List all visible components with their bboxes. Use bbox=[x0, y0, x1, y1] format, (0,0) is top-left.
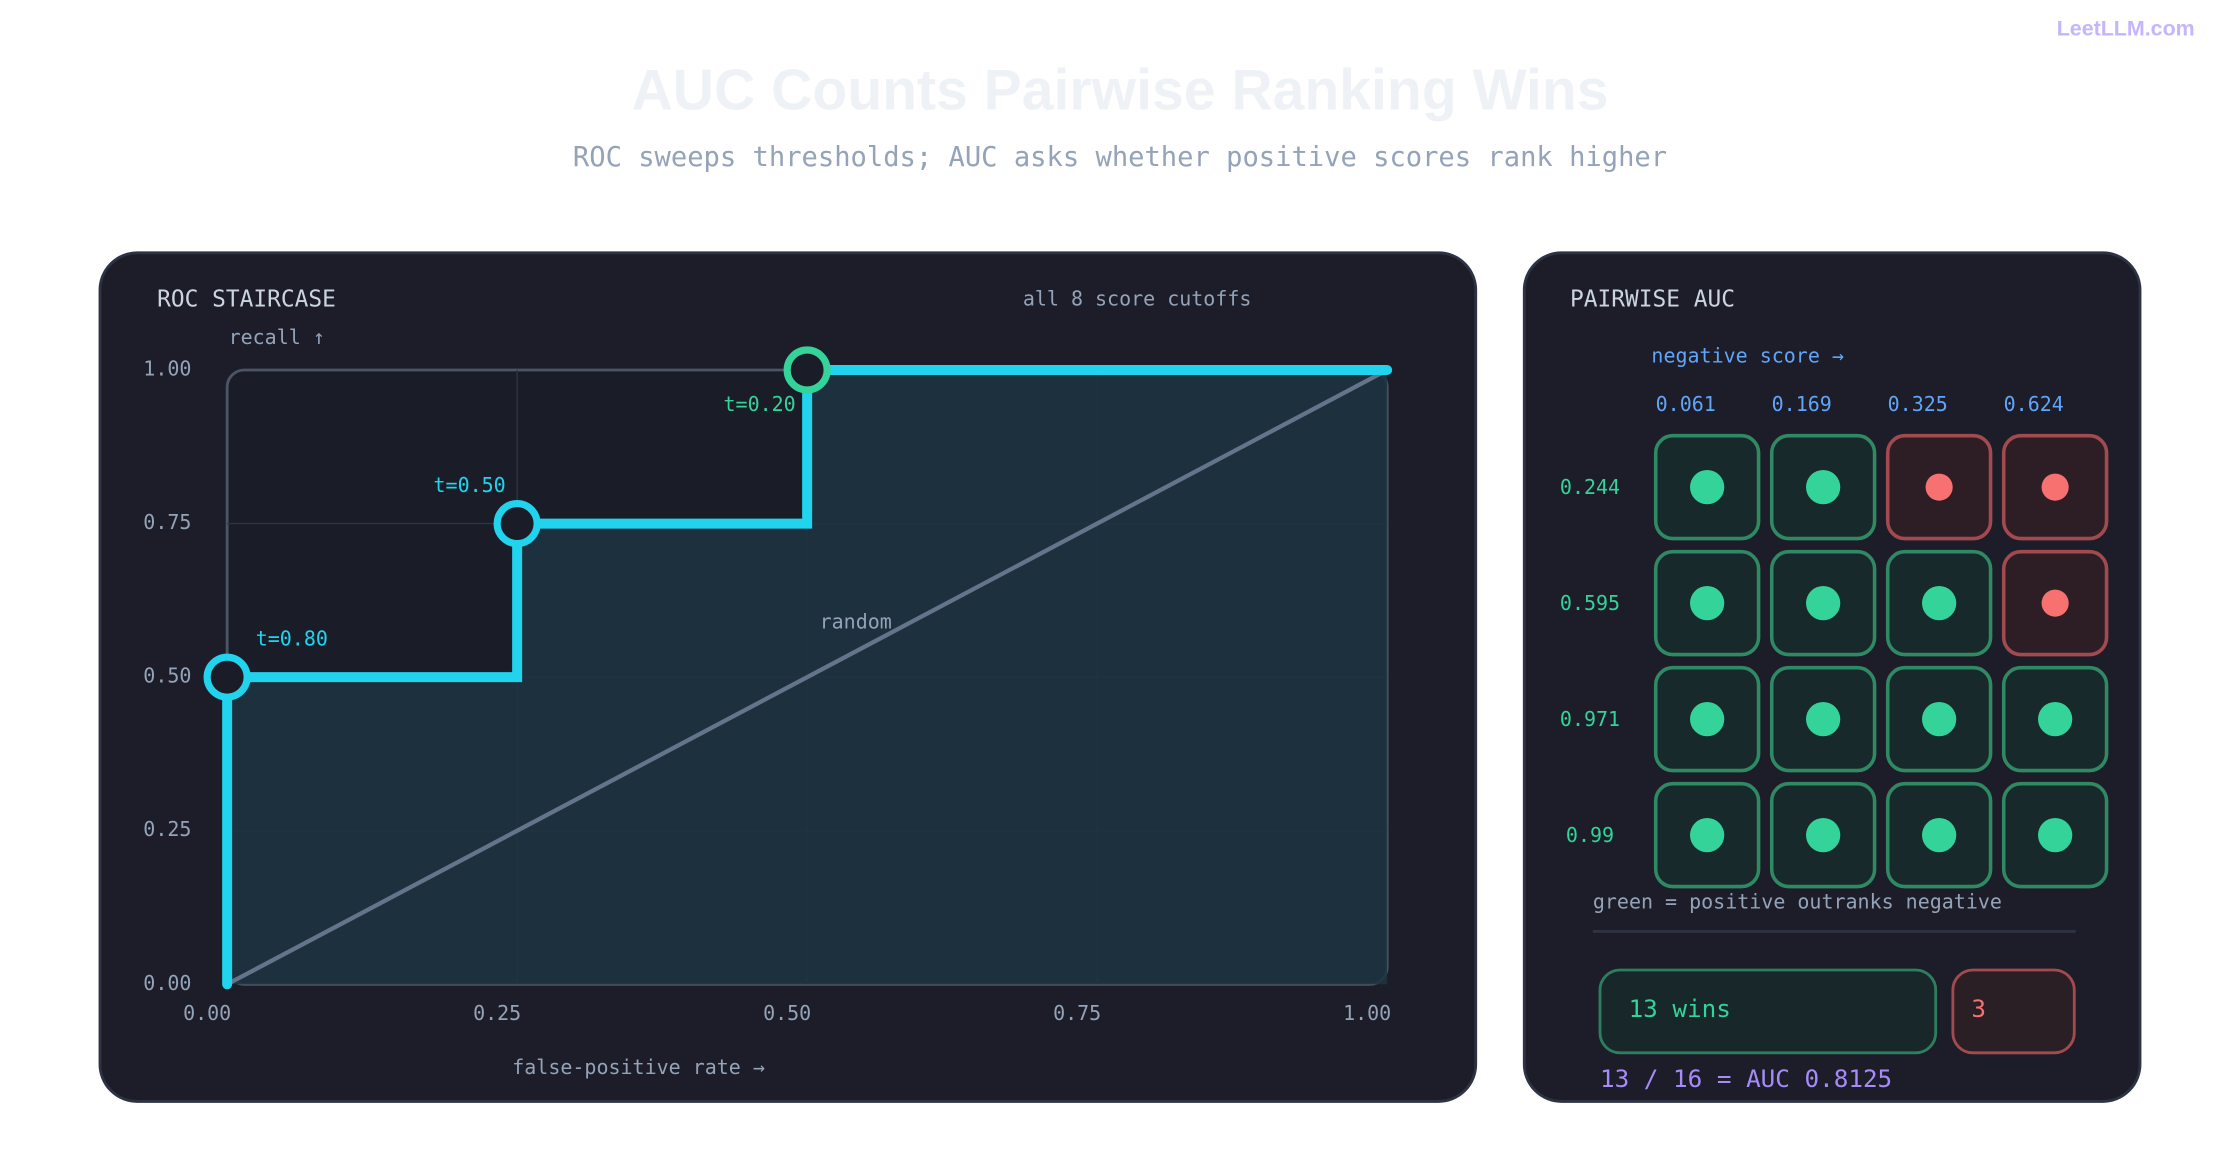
pair-dot bbox=[1805, 586, 1841, 621]
negative-score: 0.169 bbox=[1772, 392, 1832, 416]
positive-score: 0.244 bbox=[1560, 475, 1620, 499]
y-tick-label: 0.00 bbox=[143, 971, 191, 995]
legend-note: green = positive outranks negative bbox=[1593, 889, 2002, 913]
pair-dot bbox=[1922, 586, 1957, 621]
pair-dot bbox=[1690, 586, 1725, 621]
brand: LeetLLM.com bbox=[2057, 17, 2195, 41]
pair-dot bbox=[1922, 702, 1957, 737]
negative-score: 0.061 bbox=[1656, 392, 1716, 416]
positive-score: 0.595 bbox=[1560, 591, 1620, 615]
pair-dot bbox=[1805, 470, 1841, 505]
pair-dot bbox=[2037, 702, 2073, 737]
threshold-marker bbox=[783, 346, 831, 394]
page-title: AUC Counts Pairwise Ranking Wins bbox=[631, 58, 1608, 122]
auc-title: PAIRWISE AUC bbox=[1570, 286, 1735, 312]
roc-title: ROC STAIRCASE bbox=[157, 286, 336, 312]
y-tick-label: 0.75 bbox=[143, 510, 191, 534]
auc-equation: 13 / 16 = AUC 0.8125 bbox=[1600, 1064, 1892, 1093]
x-axis-label: false-positive rate → bbox=[512, 1055, 765, 1079]
pair-dot bbox=[1925, 473, 1953, 501]
threshold-label: t=0.20 bbox=[724, 392, 796, 416]
threshold-label: t=0.50 bbox=[434, 473, 506, 497]
pair-dot bbox=[1922, 817, 1957, 853]
y-tick-label: 1.00 bbox=[143, 357, 191, 381]
y-tick-label: 0.50 bbox=[143, 664, 191, 688]
pair-dot bbox=[1690, 702, 1725, 737]
threshold-label: t=0.80 bbox=[256, 626, 328, 650]
threshold-marker bbox=[203, 653, 251, 701]
negative-score: 0.325 bbox=[1888, 392, 1948, 416]
losses-box bbox=[1951, 968, 2076, 1055]
random-line bbox=[226, 368, 1389, 987]
x-tick-label: 0.75 bbox=[1053, 1001, 1101, 1025]
pair-dot bbox=[1690, 817, 1725, 853]
x-tick-label: 0.25 bbox=[473, 1001, 521, 1025]
x-tick-label: 0.50 bbox=[763, 1001, 811, 1025]
roc-subtitle: all 8 score cutoffs bbox=[1023, 286, 1252, 310]
y-axis-label: recall ↑ bbox=[229, 325, 325, 349]
pair-dot bbox=[1690, 470, 1725, 505]
losses-label: 3 bbox=[1971, 994, 1986, 1023]
page-subtitle: ROC sweeps thresholds; AUC asks whether … bbox=[573, 142, 1667, 173]
x-tick-label: 0.00 bbox=[183, 1001, 231, 1025]
positive-score: 0.971 bbox=[1560, 707, 1620, 731]
pair-dot bbox=[2041, 473, 2069, 501]
pair-dot bbox=[2037, 817, 2073, 853]
random-label: random bbox=[820, 609, 892, 633]
negative-score: 0.624 bbox=[2004, 392, 2064, 416]
column-label: negative score → bbox=[1651, 344, 1844, 368]
pair-dot bbox=[1805, 702, 1841, 737]
positive-score: 0.99 bbox=[1566, 823, 1614, 847]
x-tick-label: 1.00 bbox=[1343, 1001, 1391, 1025]
pair-dot bbox=[2041, 589, 2069, 617]
wins-box bbox=[1598, 968, 1938, 1055]
threshold-marker bbox=[493, 499, 541, 548]
pair-dot bbox=[1805, 817, 1841, 853]
y-tick-label: 0.25 bbox=[143, 817, 191, 841]
wins-label: 13 wins bbox=[1629, 994, 1731, 1023]
